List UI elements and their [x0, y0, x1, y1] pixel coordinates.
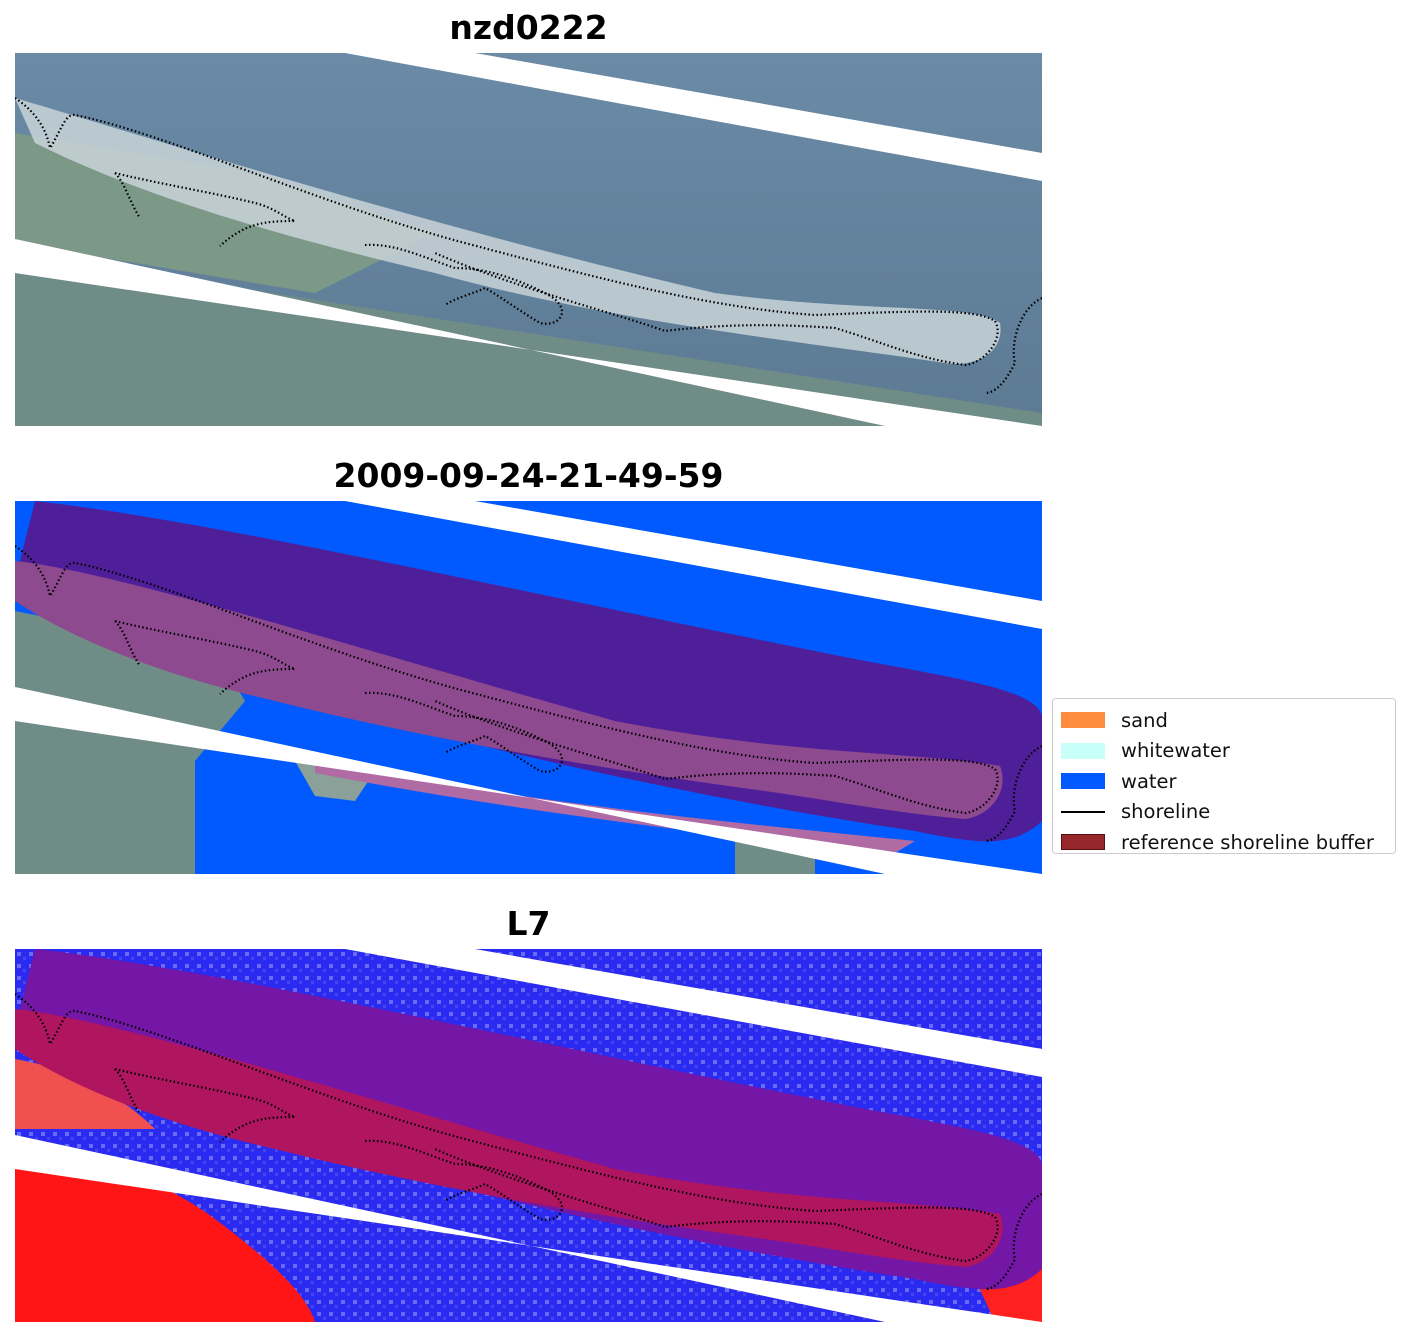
shoreline-contour — [15, 993, 1042, 1291]
rgb-image-panel — [15, 53, 1042, 426]
whitewater-swatch — [1061, 742, 1105, 759]
legend-label: whitewater — [1121, 739, 1230, 763]
legend-item-buffer: reference shoreline buffer — [1061, 827, 1387, 858]
shoreline-contour — [15, 97, 1042, 395]
sand-swatch — [1061, 712, 1105, 729]
legend-item-whitewater: whitewater — [1061, 736, 1387, 767]
legend-item-shoreline: shoreline — [1061, 797, 1387, 828]
panel-title-rgb: nzd0222 — [449, 8, 608, 47]
legend-label: shoreline — [1121, 800, 1211, 824]
classified-image-panel — [15, 501, 1042, 874]
shoreline-contour — [15, 545, 1042, 843]
buffer-swatch — [1061, 834, 1105, 851]
panel-title-classified: 2009-09-24-21-49-59 — [333, 456, 724, 495]
legend-label: sand — [1121, 708, 1168, 732]
legend-item-sand: sand — [1061, 705, 1387, 736]
index-image-panel — [15, 949, 1042, 1322]
nodata-stripe — [345, 949, 1042, 1077]
nodata-stripe — [345, 501, 1042, 629]
shoreline-line-swatch — [1061, 810, 1105, 813]
water-swatch — [1061, 773, 1105, 790]
legend: sand whitewater water shoreline referenc… — [1052, 698, 1396, 854]
legend-item-water: water — [1061, 766, 1387, 797]
panel-title-index: L7 — [506, 904, 551, 943]
nodata-stripe — [345, 53, 1042, 181]
legend-label: water — [1121, 769, 1177, 793]
legend-label: reference shoreline buffer — [1121, 830, 1374, 854]
